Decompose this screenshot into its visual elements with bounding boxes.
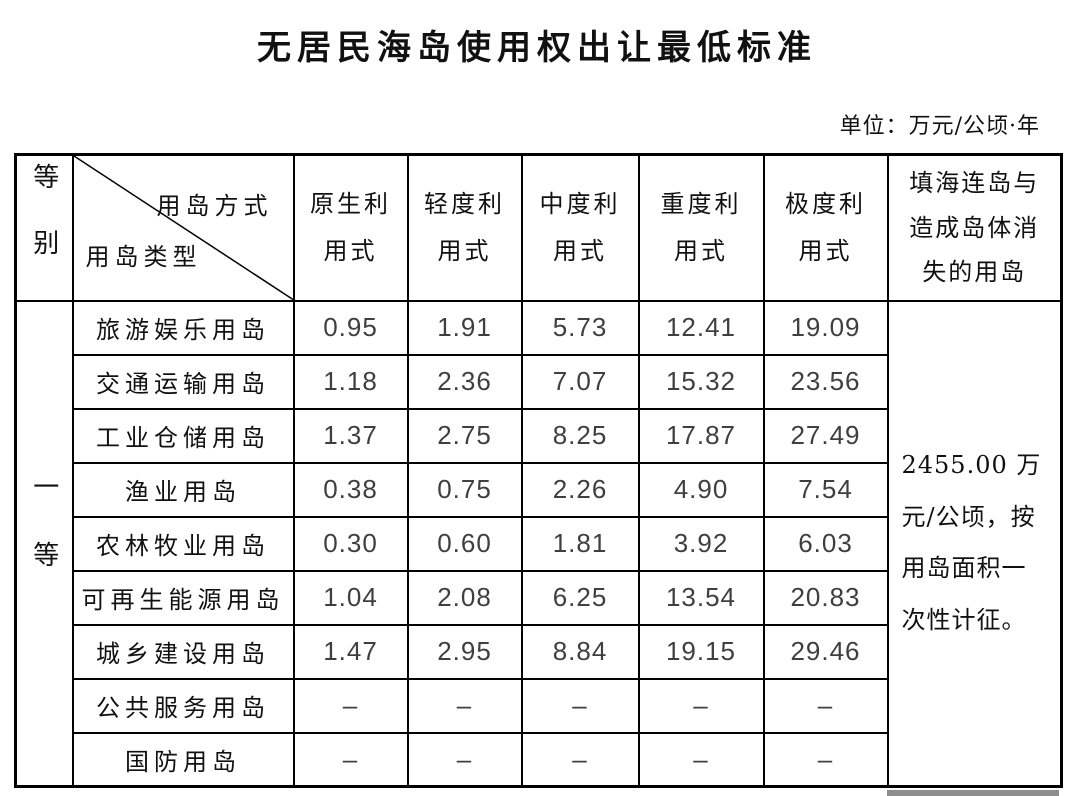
value-cell: 29.46 [762, 623, 889, 680]
value-cell: 4.90 [637, 461, 765, 518]
column-header-label: 中度利用式 [539, 189, 621, 265]
row-type-label: 国防用岛 [71, 731, 295, 788]
reclamation-note-text: 2455.00 万元/公顷，按用岛面积一次性计征。 [901, 451, 1042, 634]
diagonal-corner-cell: 用岛方式 用岛类型 [71, 153, 295, 302]
value-cell: – [406, 677, 523, 734]
table-row: 可再生能源用岛 1.04 2.08 6.25 13.54 20.83 [16, 569, 1062, 626]
standards-table: 等别 用岛方式 用岛类型 原生利用式 轻度利用式 中度利用式 重度利用式 极度利… [14, 153, 1063, 788]
value-cell: – [762, 677, 889, 734]
column-header-label: 填海连岛与造成岛体消失的用岛 [909, 169, 1040, 286]
column-header-medium-use: 中度利用式 [520, 153, 640, 302]
value-cell: 6.03 [762, 515, 889, 572]
table-header-row: 等别 用岛方式 用岛类型 原生利用式 轻度利用式 中度利用式 重度利用式 极度利… [14, 153, 1063, 302]
reclamation-note-cell: 2455.00 万元/公顷，按用岛面积一次性计征。 [886, 299, 1063, 788]
value-cell: 0.75 [406, 461, 523, 518]
value-cell: 2.26 [520, 461, 640, 518]
diagonal-label-use-type: 用岛类型 [85, 242, 202, 271]
value-cell: 19.15 [637, 623, 765, 680]
scan-edge-artifact [887, 790, 1059, 796]
value-cell: – [520, 677, 640, 734]
column-header-original-use: 原生利用式 [292, 153, 409, 302]
value-cell: 0.30 [292, 515, 409, 572]
value-cell: 17.87 [637, 407, 765, 464]
value-cell: 8.25 [520, 407, 640, 464]
value-cell: 6.25 [520, 569, 640, 626]
table-row: 工业仓储用岛 1.37 2.75 8.25 17.87 27.49 [16, 407, 1062, 464]
value-cell: 2.75 [406, 407, 523, 464]
row-type-label: 交通运输用岛 [71, 353, 295, 410]
value-cell: 0.95 [292, 299, 409, 356]
row-type-label: 可再生能源用岛 [71, 569, 295, 626]
table-row: 一等 旅游娱乐用岛 0.95 1.91 5.73 12.41 19.09 245… [14, 299, 1063, 788]
value-cell: – [406, 731, 523, 788]
row-type-label: 城乡建设用岛 [71, 623, 295, 680]
column-header-light-use: 轻度利用式 [406, 153, 523, 302]
grade-cell: 一等 [14, 299, 74, 788]
value-cell: – [762, 731, 889, 788]
grade-column-header: 等别 [14, 153, 74, 302]
value-cell: – [637, 677, 765, 734]
value-cell: 8.84 [520, 623, 640, 680]
grade-label: 一等 [28, 473, 59, 610]
row-type-label: 工业仓储用岛 [71, 407, 295, 464]
table-row: 交通运输用岛 1.18 2.36 7.07 15.32 23.56 [16, 353, 1062, 410]
value-cell: 1.18 [292, 353, 409, 410]
value-cell: 7.07 [520, 353, 640, 410]
column-header-extreme-use: 极度利用式 [762, 153, 889, 302]
table-row: 农林牧业用岛 0.30 0.60 1.81 3.92 6.03 [16, 515, 1062, 572]
value-cell: 1.37 [292, 407, 409, 464]
table-row: 公共服务用岛 – – – – – [16, 677, 1062, 734]
value-cell: 1.91 [406, 299, 523, 356]
value-cell: 0.38 [292, 461, 409, 518]
column-header-label: 轻度利用式 [424, 189, 505, 265]
value-cell: 2.08 [406, 569, 523, 626]
value-cell: 12.41 [637, 299, 765, 356]
value-cell: 3.92 [637, 515, 765, 572]
value-cell: 7.54 [762, 461, 889, 518]
table-row: 渔业用岛 0.38 0.75 2.26 4.90 7.54 [16, 461, 1062, 518]
value-cell: 1.47 [292, 623, 409, 680]
row-type-label: 渔业用岛 [71, 461, 295, 518]
value-cell: 0.60 [406, 515, 523, 572]
value-cell: 5.73 [520, 299, 640, 356]
grade-column-header-label: 等别 [28, 162, 59, 295]
table-row: 城乡建设用岛 1.47 2.95 8.84 19.15 29.46 [16, 623, 1062, 680]
value-cell: 15.32 [637, 353, 765, 410]
row-type-label: 农林牧业用岛 [71, 515, 295, 572]
row-type-label: 旅游娱乐用岛 [71, 299, 295, 356]
value-cell: 13.54 [637, 569, 765, 626]
value-cell: – [292, 731, 409, 788]
column-header-label: 原生利用式 [310, 189, 391, 265]
value-cell: – [637, 731, 765, 788]
value-cell: 2.36 [406, 353, 523, 410]
page-title: 无居民海岛使用权出让最低标准 [257, 28, 817, 68]
diagonal-divider-line [73, 156, 293, 300]
value-cell: – [520, 731, 640, 788]
value-cell: 20.83 [762, 569, 889, 626]
value-cell: – [292, 677, 409, 734]
column-header-reclamation: 填海连岛与造成岛体消失的用岛 [886, 153, 1063, 302]
column-header-label: 重度利用式 [660, 189, 742, 265]
diagonal-label-use-method: 用岛方式 [156, 192, 273, 220]
column-header-heavy-use: 重度利用式 [637, 153, 765, 302]
value-cell: 23.56 [762, 353, 889, 410]
value-cell: 19.09 [762, 299, 889, 356]
column-header-label: 极度利用式 [785, 189, 866, 265]
unit-label: 单位：万元/公顷·年 [839, 114, 1040, 139]
value-cell: 1.81 [520, 515, 640, 572]
value-cell: 1.04 [292, 569, 409, 626]
value-cell: 27.49 [762, 407, 889, 464]
row-type-label: 公共服务用岛 [71, 677, 295, 734]
value-cell: 2.95 [406, 623, 523, 680]
